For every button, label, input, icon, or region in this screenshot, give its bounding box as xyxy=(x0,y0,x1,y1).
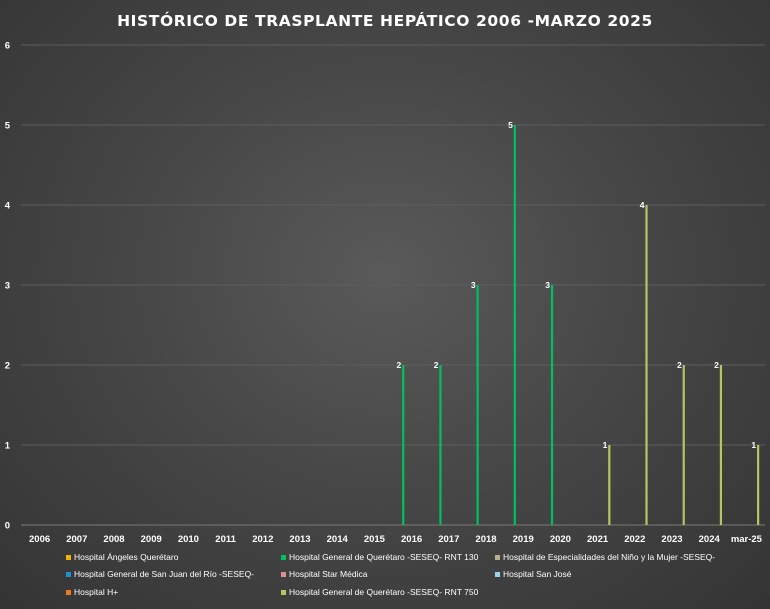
data-label: 1 xyxy=(603,440,608,450)
x-tick-label: 2012 xyxy=(252,534,273,545)
bar xyxy=(513,125,516,525)
legend-swatch xyxy=(281,590,286,595)
x-tick-label: 2009 xyxy=(141,534,162,545)
legend-swatch xyxy=(66,572,71,577)
gridlines xyxy=(21,44,765,526)
legend-label: Hospital Ángeles Querétaro xyxy=(74,552,179,562)
x-tick-label: 2016 xyxy=(401,534,422,545)
x-tick-label: 2017 xyxy=(438,534,459,545)
data-label: 5 xyxy=(508,120,513,130)
legend-swatch xyxy=(281,572,286,577)
legend-swatch xyxy=(281,555,286,560)
x-tick-label: 2011 xyxy=(215,534,236,545)
data-label: 2 xyxy=(714,360,719,370)
legend-label: Hospital General de Querétaro -SESEQ- RN… xyxy=(289,552,479,562)
legend-swatch xyxy=(66,555,71,560)
data-label: 4 xyxy=(640,200,645,210)
data-label: 2 xyxy=(434,360,439,370)
x-tick-label: 2018 xyxy=(475,534,496,545)
bar xyxy=(608,445,611,525)
bar xyxy=(719,365,723,525)
x-tick-label: 2024 xyxy=(699,534,721,545)
legend-label: Hospital Star Médica xyxy=(289,569,368,579)
x-tick-label: 2014 xyxy=(327,534,349,545)
legend-label: Hospital San José xyxy=(503,569,572,579)
y-tick-label: 3 xyxy=(5,281,10,292)
legend-swatch xyxy=(495,572,500,577)
x-tick-label: 2008 xyxy=(103,534,124,545)
legend: Hospital Ángeles Querétaro Hospital Gener… xyxy=(66,552,715,597)
bar xyxy=(757,445,760,525)
x-tick-label: 2015 xyxy=(364,534,386,545)
data-label: 2 xyxy=(396,360,401,370)
y-tick-label: 4 xyxy=(5,201,11,212)
data-label: 2 xyxy=(677,360,682,370)
data-label: 3 xyxy=(471,280,476,290)
x-tick-label: 2022 xyxy=(624,534,645,545)
legend-label: Hospital General de Querétaro -SESEQ- RN… xyxy=(289,587,479,597)
bar xyxy=(550,285,554,525)
y-tick-label: 6 xyxy=(5,41,10,52)
bar xyxy=(476,285,479,525)
data-labels: 2 2 3 5 3 1 4 2 2 1 xyxy=(396,120,756,450)
x-tick-label: 2006 xyxy=(29,534,50,545)
x-axis: 2006 2007 2008 2009 2010 2011 2012 2013 2014 2015… xyxy=(29,534,763,545)
bar xyxy=(682,365,685,525)
y-tick-label: 5 xyxy=(5,121,11,132)
x-tick-label: 2020 xyxy=(550,534,571,545)
legend-swatch xyxy=(495,555,500,560)
y-tick-label: 0 xyxy=(5,521,10,532)
x-tick-label: mar-25 xyxy=(731,534,763,545)
x-tick-label: 2021 xyxy=(587,534,609,545)
bar xyxy=(439,365,442,525)
y-tick-label: 1 xyxy=(5,441,11,452)
data-label: 3 xyxy=(545,280,550,290)
plot-area xyxy=(402,125,760,525)
legend-label: Hospital H+ xyxy=(74,587,118,597)
y-tick-label: 2 xyxy=(5,361,10,372)
bar xyxy=(402,365,405,525)
chart-title: HISTÓRICO DE TRASPLANTE HEPÁTICO 2006 -M… xyxy=(117,11,653,30)
y-axis: 0 1 2 3 4 5 6 xyxy=(5,41,11,532)
x-tick-label: 2007 xyxy=(66,534,87,545)
data-label: 1 xyxy=(751,440,756,450)
x-tick-label: 2013 xyxy=(289,534,310,545)
bar xyxy=(645,205,648,525)
x-tick-label: 2019 xyxy=(513,534,534,545)
legend-label: Hospital de Especialidades del Niño y la… xyxy=(503,552,715,562)
legend-label: Hospital General de San Juan del Río -SE… xyxy=(74,569,254,579)
x-tick-label: 2010 xyxy=(178,534,199,545)
x-tick-label: 2023 xyxy=(661,534,682,545)
legend-swatch xyxy=(66,590,71,595)
